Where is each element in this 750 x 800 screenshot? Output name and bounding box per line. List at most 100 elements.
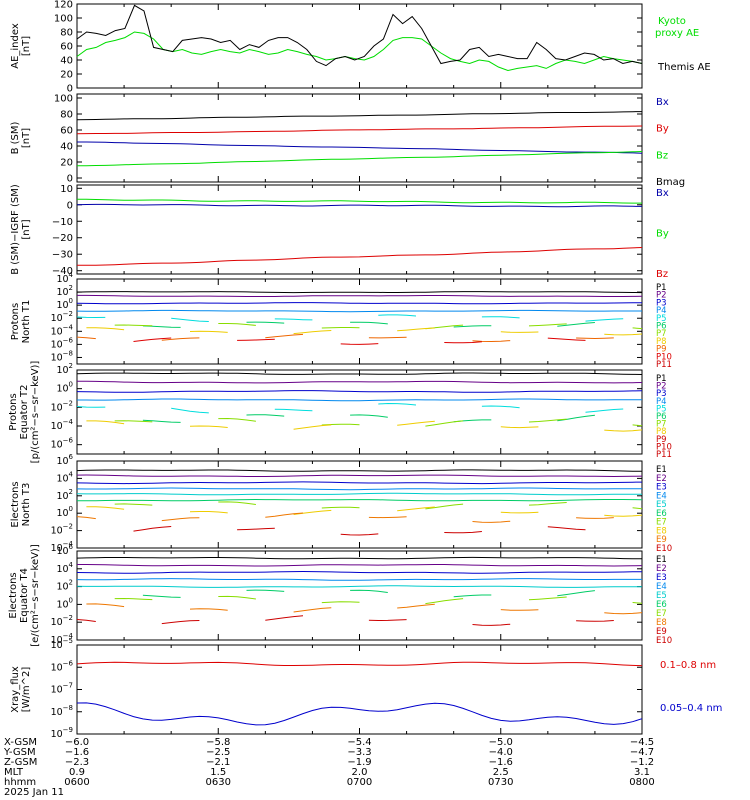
series-segment: [632, 602, 643, 604]
legend-label: P11: [656, 360, 672, 370]
y-tick-label: 10−9: [51, 726, 73, 740]
series-segment: [246, 589, 285, 592]
series-segment: [378, 402, 417, 406]
series-segment: [246, 321, 285, 324]
legend-label: Bx: [656, 97, 669, 108]
y-tick-label: −30: [52, 250, 73, 261]
y-tick-label: 10−4: [51, 540, 74, 554]
series-segment: [265, 333, 304, 339]
series-segment: [425, 598, 464, 605]
series-segment: [189, 425, 228, 428]
series-segment: [274, 408, 313, 412]
y-tick-label: 20: [60, 158, 73, 169]
series-segment: [340, 533, 379, 536]
series-segment: [293, 424, 332, 430]
y-axis-label: North T3: [21, 483, 32, 527]
y-tick-label: 104: [56, 271, 73, 285]
y-tick-label: 10−2: [51, 310, 73, 324]
y-tick-label: 10−2: [51, 399, 73, 413]
orbit-cell: 3.1: [634, 767, 650, 778]
series-segment: [397, 603, 435, 609]
legend-label: P4: [656, 397, 667, 407]
series-line: [77, 498, 643, 502]
legend-label: E7: [656, 609, 667, 619]
series-line: [76, 390, 643, 393]
y-axis-label: B (SM)−IGRF (SM): [10, 184, 21, 275]
series-line: [76, 570, 643, 574]
legend-label: P9: [656, 435, 667, 445]
orbit-cell: −1.6: [65, 747, 89, 758]
series-segment: [585, 318, 624, 322]
legend-label: P9: [656, 345, 667, 355]
series-segment: [293, 509, 332, 515]
orbit-cell: −2.1: [206, 757, 230, 768]
y-tick-label: 102: [56, 284, 73, 298]
y-axis-label: [e/(cm²−s−sr−keV)]: [30, 544, 41, 647]
series-segment: [585, 408, 624, 413]
y-tick-label: 10−4: [51, 632, 74, 646]
series-segment: [218, 595, 256, 600]
orbit-row-label: MLT: [4, 767, 24, 778]
series-segment: [161, 517, 200, 522]
legend-label: E3: [656, 483, 667, 493]
y-axis-label: AE_index: [10, 23, 21, 69]
y-tick-label: 102: [56, 362, 73, 376]
y-tick-label: 100: [54, 14, 73, 25]
y-axis-label: B (SM): [10, 121, 21, 154]
series-segment: [76, 619, 96, 622]
y-axis-label: [W/m^2]: [21, 667, 32, 713]
legend-label: By: [656, 124, 669, 135]
series-line: [76, 198, 642, 204]
panel-5: 102 100 10−2 10−4 10−6 Protons Equator T2 [p/(c…: [8, 361, 672, 464]
legend-label: E3: [656, 573, 667, 583]
series-segment: [171, 317, 209, 322]
series-segment: [350, 589, 388, 593]
orbit-cell: 0.9: [69, 767, 85, 778]
series-segment: [189, 608, 228, 611]
series-segment: [265, 615, 304, 621]
legend-label: P4: [656, 306, 667, 316]
panel-frame: [76, 3, 643, 89]
legend-label: E4: [656, 491, 667, 501]
series-segment: [321, 327, 360, 329]
series-segment: [265, 512, 304, 518]
series-segment: [632, 507, 643, 510]
series-segment: [133, 337, 172, 342]
series-line: [77, 564, 643, 567]
y-axis-label: Xray_flux: [10, 666, 21, 713]
series-segment: [576, 620, 614, 622]
orbit-row-label: Y-GSM: [3, 747, 36, 758]
y-axis-label: Protons: [10, 303, 21, 340]
series-segment: [218, 417, 256, 422]
legend-label: E4: [656, 582, 667, 592]
legend-label: E10: [656, 636, 672, 646]
legend-label: P6: [656, 412, 667, 422]
series-segment: [557, 322, 595, 327]
legend-label: P3: [656, 298, 667, 308]
series-segment: [133, 526, 172, 532]
legend-label: P5: [656, 404, 667, 414]
y-tick-label: 104: [56, 470, 73, 484]
series-segment: [397, 420, 435, 426]
legend-label: By: [656, 229, 669, 240]
series-segment: [547, 337, 586, 341]
series-segment: [500, 511, 539, 514]
y-tick-label: 0: [67, 174, 73, 185]
y-axis-label: Protons: [8, 393, 19, 430]
y-tick-label: 10−4: [51, 418, 74, 432]
series-segment: [114, 597, 153, 601]
y-tick-label: 102: [56, 488, 73, 502]
series-segment: [397, 506, 435, 512]
legend-label: P1: [656, 374, 667, 384]
orbit-cell: −4.0: [489, 747, 513, 758]
series-line: [76, 469, 642, 472]
legend-label: E5: [656, 591, 667, 601]
series-segment: [114, 503, 153, 506]
legend-label: E9: [656, 535, 667, 545]
series-segment: [632, 424, 643, 427]
series-segment: [142, 594, 181, 598]
series-line: [77, 398, 643, 402]
series-segment: [453, 594, 492, 598]
